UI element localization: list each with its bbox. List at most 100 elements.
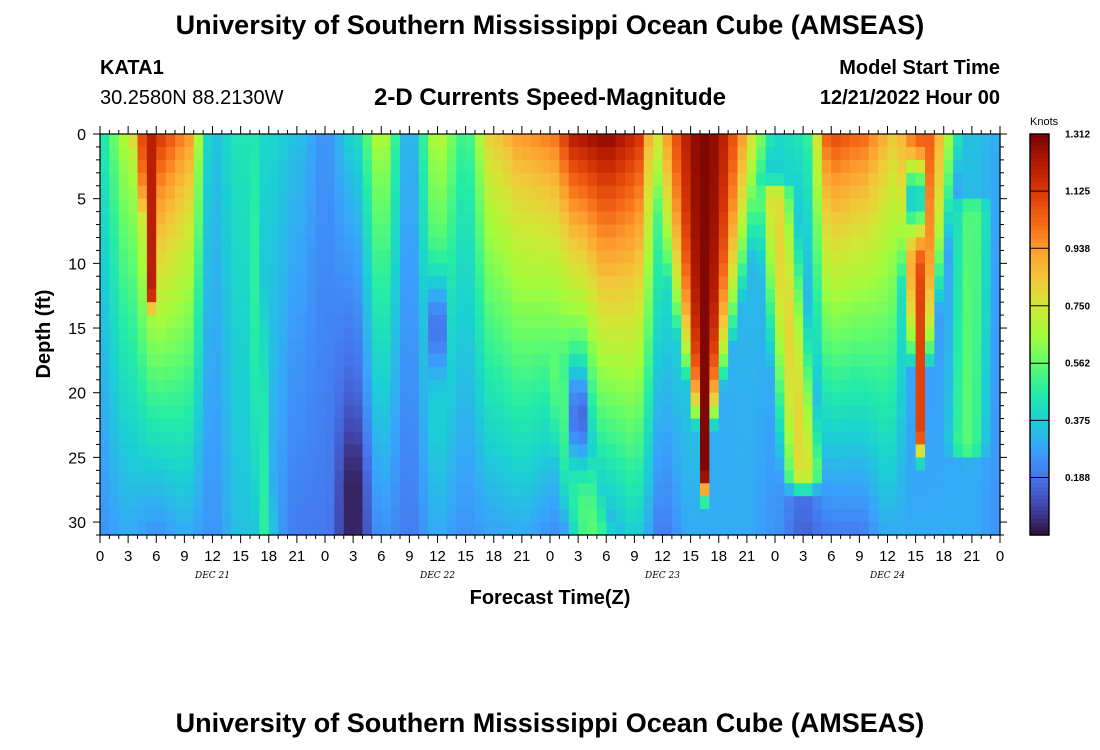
heatmap-cell	[146, 198, 157, 213]
heatmap-cell	[146, 418, 157, 433]
heatmap-cell	[428, 392, 439, 407]
heatmap-cell	[296, 302, 307, 316]
heatmap-cell	[718, 418, 729, 433]
heatmap-cell	[887, 509, 898, 523]
heatmap-cell	[156, 159, 167, 174]
heatmap-cell	[371, 496, 382, 510]
heatmap-cell	[268, 134, 279, 148]
colorbar-cell	[1030, 318, 1049, 324]
heatmap-cell	[971, 289, 982, 303]
heatmap-cell	[690, 418, 701, 433]
heatmap-cell	[906, 134, 917, 148]
heatmap-cell	[793, 522, 804, 536]
heatmap-cell	[765, 185, 776, 200]
heatmap-cell	[137, 211, 148, 226]
heatmap-cell	[371, 224, 382, 239]
heatmap-cell	[175, 522, 185, 536]
heatmap-cell	[343, 237, 354, 252]
heatmap-cell	[203, 470, 214, 484]
heatmap-cell	[775, 289, 785, 303]
heatmap-cell	[118, 146, 129, 161]
heatmap-cell	[381, 496, 392, 510]
heatmap-cell	[568, 159, 579, 174]
heatmap-cell	[371, 302, 382, 316]
heatmap-cell	[934, 146, 945, 161]
heatmap-cell	[371, 159, 382, 174]
heatmap-cell	[981, 405, 992, 420]
heatmap-cell	[981, 289, 992, 303]
heatmap-cell	[587, 457, 598, 471]
heatmap-cell	[221, 198, 232, 213]
heatmap-cell	[278, 224, 289, 239]
heatmap-cell	[596, 185, 607, 200]
heatmap-cell	[315, 431, 326, 446]
heatmap-cell	[793, 237, 804, 252]
heatmap-cell	[278, 159, 289, 174]
heatmap-cell	[540, 224, 551, 239]
heatmap-cell	[953, 483, 964, 497]
heatmap-cell	[259, 405, 270, 420]
heatmap-cell	[971, 146, 982, 161]
heatmap-cell	[306, 509, 317, 523]
heatmap-cell	[700, 496, 710, 510]
heatmap-cell	[962, 146, 973, 161]
heatmap-cell	[456, 146, 467, 161]
heatmap-cell	[315, 146, 326, 161]
heatmap-cell	[109, 392, 120, 407]
heatmap-cell	[409, 392, 420, 407]
y-tick-label: 20	[68, 386, 86, 403]
heatmap-cell	[840, 522, 851, 536]
heatmap-cell	[625, 302, 635, 316]
colorbar-cell	[1030, 374, 1049, 380]
heatmap-cell	[390, 509, 401, 523]
heatmap-cell	[146, 315, 157, 329]
heatmap-cell	[512, 172, 523, 187]
heatmap-cell	[296, 496, 307, 510]
heatmap-cell	[296, 237, 307, 252]
heatmap-cell	[671, 509, 682, 523]
heatmap-cell	[962, 185, 973, 200]
heatmap-cell	[850, 237, 860, 252]
heatmap-cell	[240, 289, 251, 303]
heatmap-cell	[456, 315, 467, 329]
heatmap-cell	[934, 340, 945, 355]
x-tick-label: 21	[514, 548, 531, 565]
heatmap-cell	[568, 509, 579, 523]
heatmap-cell	[418, 159, 429, 174]
heatmap-cell	[578, 431, 589, 446]
heatmap-cell	[784, 159, 795, 174]
heatmap-cell	[381, 379, 392, 394]
heatmap-cell	[100, 250, 110, 264]
heatmap-cell	[643, 509, 654, 523]
heatmap-cell	[109, 172, 120, 187]
heatmap-cell	[756, 431, 767, 446]
heatmap-cell	[146, 328, 157, 342]
heatmap-cell	[109, 289, 120, 303]
heatmap-cell	[175, 185, 185, 200]
heatmap-cell	[821, 315, 832, 329]
heatmap-cell	[943, 366, 954, 381]
heatmap-cell	[315, 457, 326, 471]
heatmap-cell	[662, 276, 673, 290]
heatmap-cell	[521, 328, 532, 342]
heatmap-cell	[128, 289, 139, 303]
heatmap-cell	[643, 302, 654, 316]
heatmap-cell	[118, 237, 129, 252]
heatmap-cell	[484, 522, 495, 536]
heatmap-cell	[606, 159, 617, 174]
heatmap-cell	[437, 134, 448, 148]
heatmap-cell	[906, 276, 917, 290]
heatmap-cell	[118, 405, 129, 420]
heatmap-cell	[681, 211, 692, 226]
heatmap-cell	[418, 470, 429, 484]
heatmap-cell	[446, 250, 457, 264]
heatmap-cell	[812, 224, 823, 239]
heatmap-cell	[400, 366, 410, 381]
heatmap-cell	[784, 250, 795, 264]
heatmap-cell	[821, 172, 832, 187]
heatmap-cell	[250, 418, 260, 433]
heatmap-cell	[193, 431, 204, 446]
heatmap-cell	[765, 340, 776, 355]
heatmap-cell	[362, 431, 373, 446]
heatmap-cell	[184, 353, 195, 368]
